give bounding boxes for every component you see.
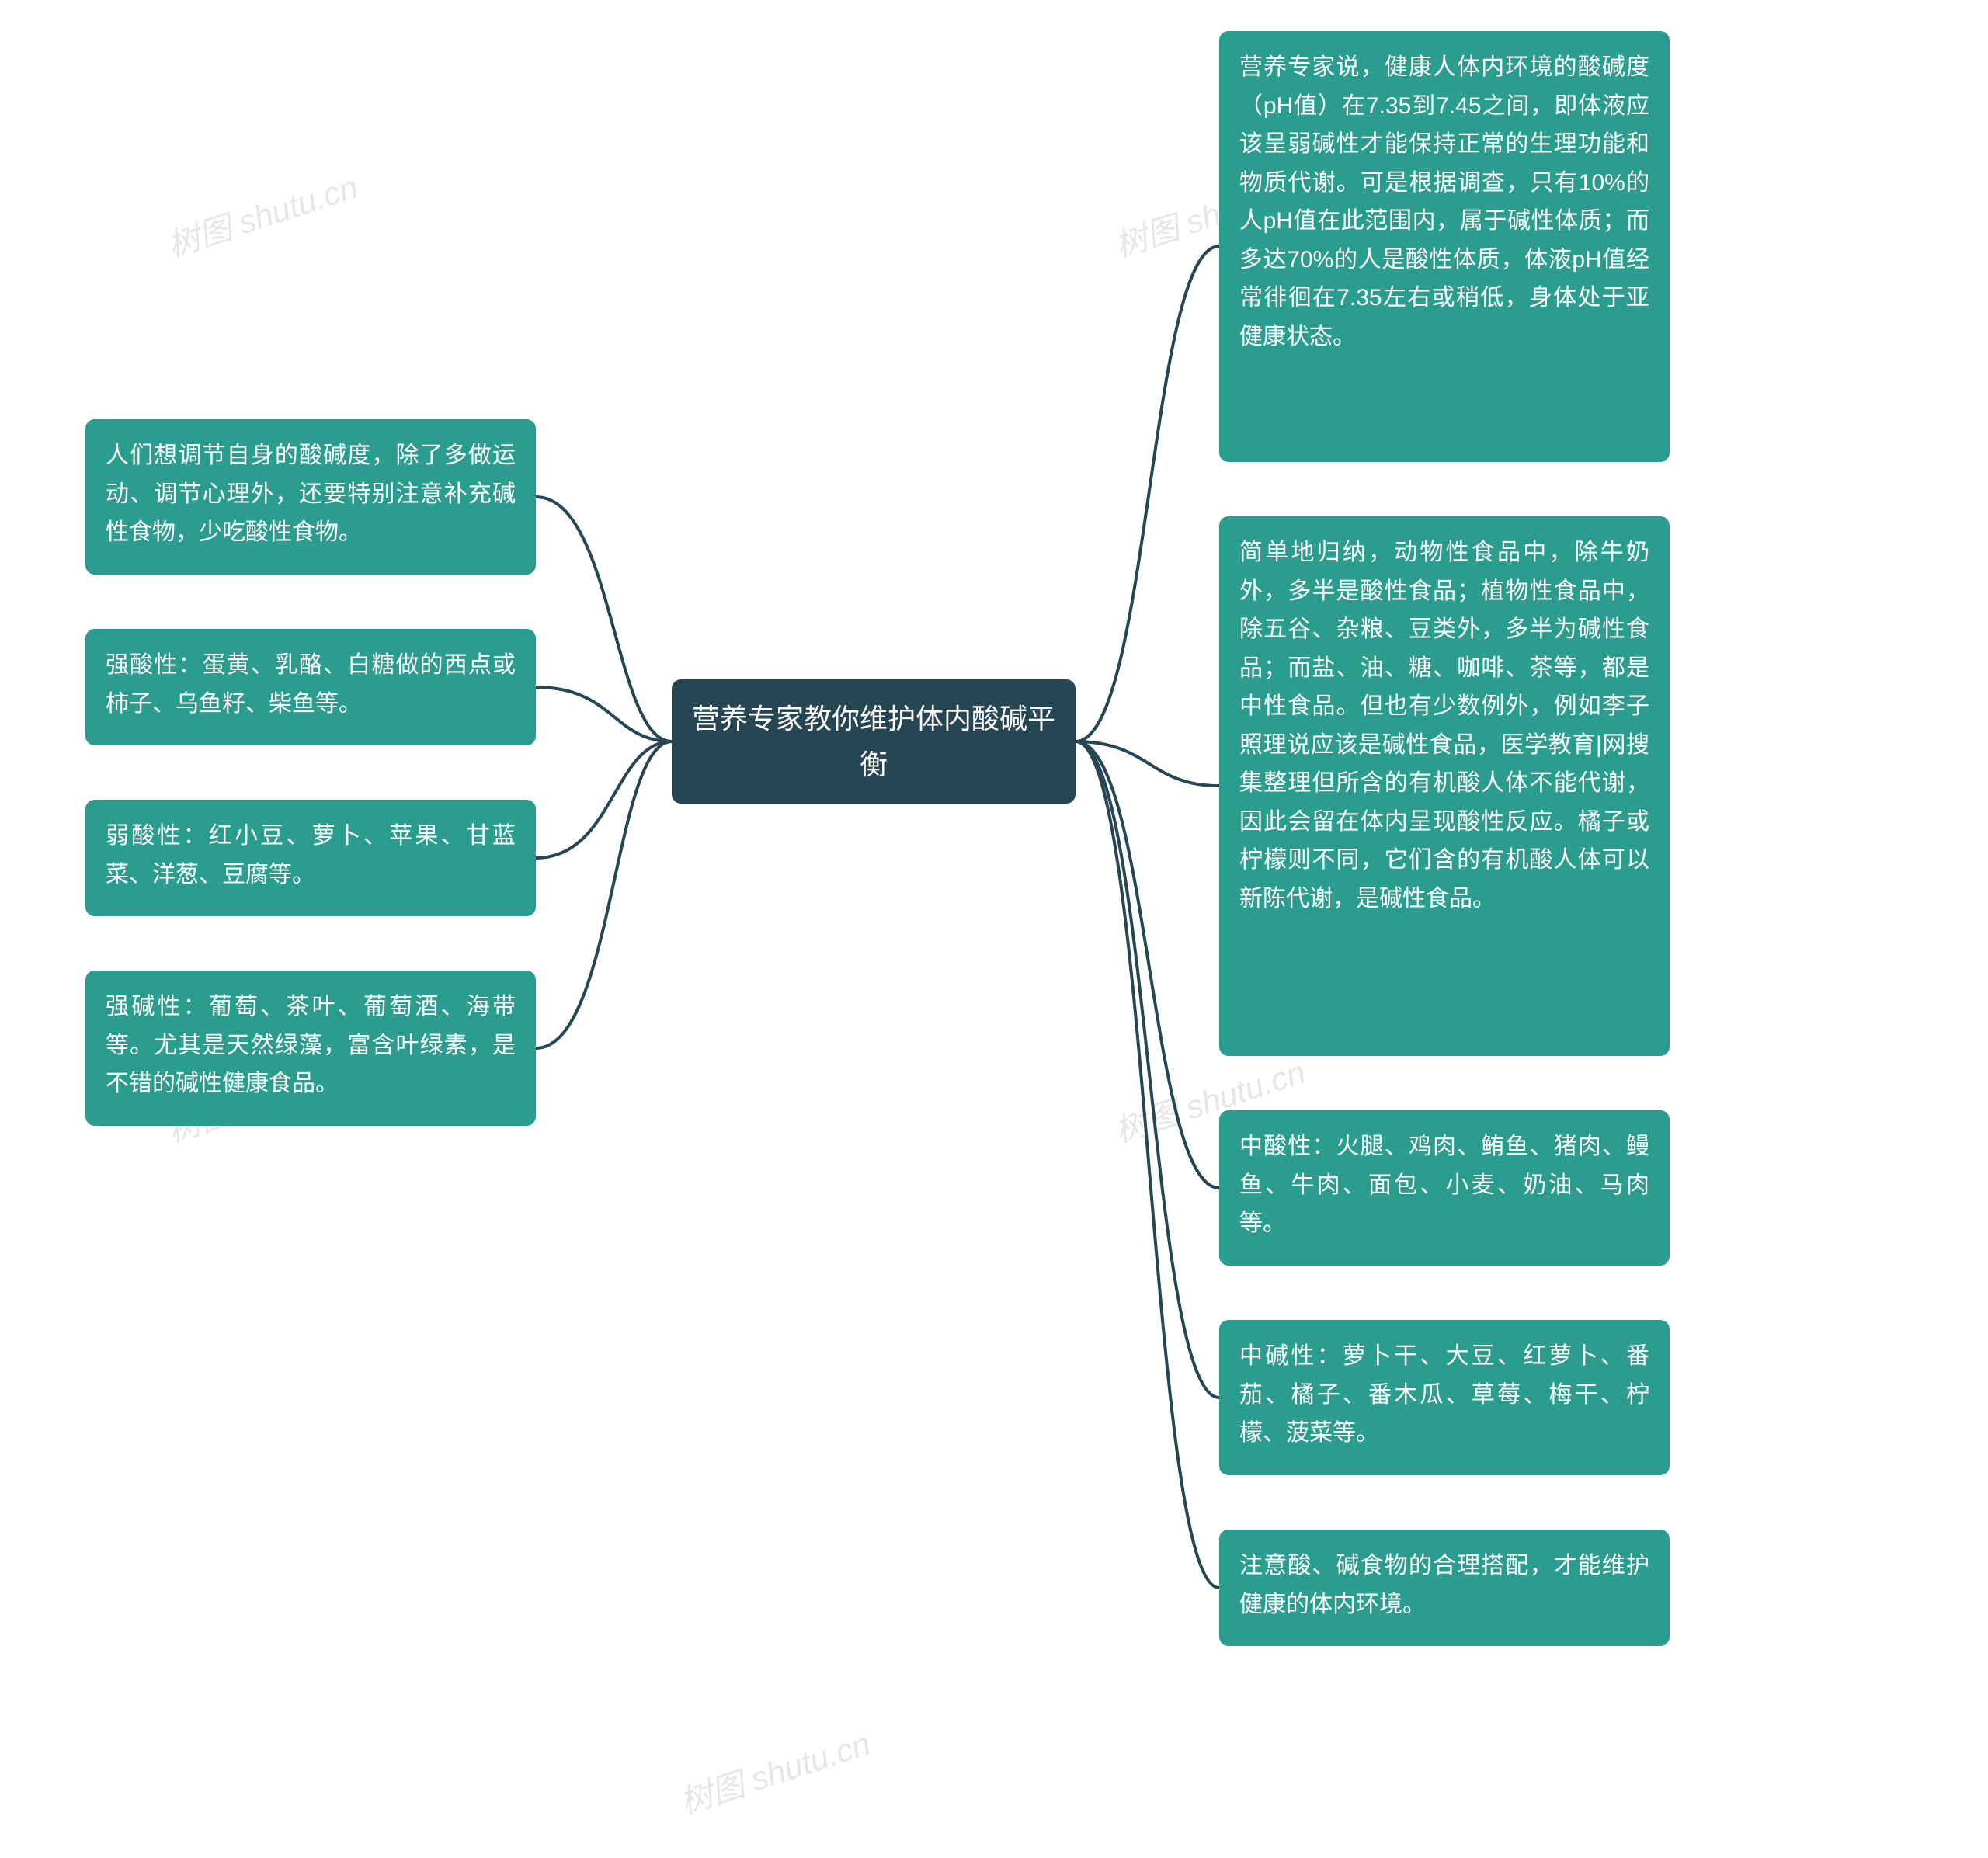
right-node-4[interactable]: 注意酸、碱食物的合理搭配，才能维护健康的体内环境。: [1219, 1530, 1670, 1646]
center-node-label: 营养专家教你维护体内酸碱平衡: [692, 696, 1055, 788]
left-node-2[interactable]: 弱酸性：红小豆、萝卜、苹果、甘蓝菜、洋葱、豆腐等。: [85, 800, 536, 916]
watermark: 树图 shutu.cn: [673, 1717, 876, 1824]
node-text: 人们想调节自身的酸碱度，除了多做运动、调节心理外，还要特别注意补充碱性食物，少吃…: [106, 443, 516, 545]
node-text: 简单地归纳，动物性食品中，除牛奶外，多半是酸性食品；植物性食品中，除五谷、杂粮、…: [1239, 540, 1649, 912]
node-text: 营养专家说，健康人体内环境的酸碱度（pH值）在7.35到7.45之间，即体液应该…: [1239, 54, 1649, 349]
mindmap-canvas: 树图 shutu.cn 树图 shutu.cn 树图 shutu.cn 树图 s…: [0, 0, 1988, 1858]
node-text: 强酸性：蛋黄、乳酪、白糖做的西点或柿子、乌鱼籽、柴鱼等。: [106, 652, 516, 717]
node-text: 中碱性：萝卜干、大豆、红萝卜、番茄、橘子、番木瓜、草莓、梅干、柠檬、菠菜等。: [1239, 1343, 1649, 1446]
right-node-1[interactable]: 简单地归纳，动物性食品中，除牛奶外，多半是酸性食品；植物性食品中，除五谷、杂粮、…: [1219, 516, 1670, 1056]
left-node-3[interactable]: 强碱性：葡萄、茶叶、葡萄酒、海带等。尤其是天然绿藻，富含叶绿素，是不错的碱性健康…: [85, 971, 536, 1126]
right-node-2[interactable]: 中酸性：火腿、鸡肉、鲔鱼、猪肉、鳗鱼、牛肉、面包、小麦、奶油、马肉等。: [1219, 1110, 1670, 1266]
connector-layer: [0, 0, 1988, 1858]
left-node-0[interactable]: 人们想调节自身的酸碱度，除了多做运动、调节心理外，还要特别注意补充碱性食物，少吃…: [85, 419, 536, 575]
left-node-1[interactable]: 强酸性：蛋黄、乳酪、白糖做的西点或柿子、乌鱼籽、柴鱼等。: [85, 629, 536, 745]
right-node-0[interactable]: 营养专家说，健康人体内环境的酸碱度（pH值）在7.35到7.45之间，即体液应该…: [1219, 31, 1670, 462]
right-node-3[interactable]: 中碱性：萝卜干、大豆、红萝卜、番茄、橘子、番木瓜、草莓、梅干、柠檬、菠菜等。: [1219, 1320, 1670, 1475]
center-node[interactable]: 营养专家教你维护体内酸碱平衡: [672, 679, 1076, 804]
node-text: 强碱性：葡萄、茶叶、葡萄酒、海带等。尤其是天然绿藻，富含叶绿素，是不错的碱性健康…: [106, 994, 516, 1096]
node-text: 中酸性：火腿、鸡肉、鲔鱼、猪肉、鳗鱼、牛肉、面包、小麦、奶油、马肉等。: [1239, 1134, 1649, 1236]
watermark: 树图 shutu.cn: [161, 161, 363, 267]
node-text: 注意酸、碱食物的合理搭配，才能维护健康的体内环境。: [1239, 1553, 1649, 1617]
node-text: 弱酸性：红小豆、萝卜、苹果、甘蓝菜、洋葱、豆腐等。: [106, 823, 516, 887]
